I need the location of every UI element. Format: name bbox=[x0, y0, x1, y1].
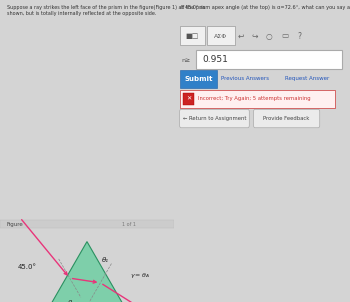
Text: ↪: ↪ bbox=[252, 32, 258, 41]
Text: Figure: Figure bbox=[7, 222, 24, 227]
Text: Suppose a ray strikes the left face of the prism in the figure(Figure 1) at 45.0: Suppose a ray strikes the left face of t… bbox=[7, 5, 205, 10]
Text: Incorrect; Try Again; 5 attempts remaining: Incorrect; Try Again; 5 attempts remaini… bbox=[198, 96, 310, 101]
FancyBboxPatch shape bbox=[196, 50, 342, 69]
FancyBboxPatch shape bbox=[180, 109, 249, 128]
Text: Submit: Submit bbox=[184, 76, 213, 82]
Text: AΣΦ: AΣΦ bbox=[214, 34, 227, 39]
FancyBboxPatch shape bbox=[180, 26, 205, 45]
Text: θ₁: θ₁ bbox=[102, 257, 109, 263]
Text: θ₂: θ₂ bbox=[68, 300, 75, 302]
FancyBboxPatch shape bbox=[0, 220, 174, 228]
Polygon shape bbox=[49, 242, 125, 302]
Text: 0.951: 0.951 bbox=[202, 55, 228, 64]
FancyBboxPatch shape bbox=[253, 109, 320, 128]
Text: ✕: ✕ bbox=[186, 96, 191, 101]
Text: ?: ? bbox=[297, 32, 301, 41]
Text: $\gamma = \theta_A$: $\gamma = \theta_A$ bbox=[130, 271, 150, 280]
Text: Provide Feedback: Provide Feedback bbox=[264, 116, 310, 121]
Text: Request Answer: Request Answer bbox=[285, 76, 329, 81]
FancyBboxPatch shape bbox=[183, 93, 194, 105]
Text: If the prism apex angle (at the top) is α=72.6°, what can you say about the inde: If the prism apex angle (at the top) is … bbox=[181, 5, 350, 10]
Text: 45.0°: 45.0° bbox=[18, 264, 36, 270]
FancyBboxPatch shape bbox=[206, 26, 235, 45]
Text: 1 of 1: 1 of 1 bbox=[122, 222, 136, 227]
Text: ← Return to Assignment: ← Return to Assignment bbox=[183, 116, 246, 121]
Text: shown, but is totally internally reflected at the opposite side.: shown, but is totally internally reflect… bbox=[7, 11, 156, 16]
FancyBboxPatch shape bbox=[180, 70, 217, 88]
Text: ↩: ↩ bbox=[238, 32, 244, 41]
Text: Previous Answers: Previous Answers bbox=[222, 76, 270, 81]
FancyBboxPatch shape bbox=[180, 90, 335, 108]
Text: ○: ○ bbox=[266, 32, 272, 41]
Text: ■□: ■□ bbox=[186, 33, 199, 39]
Text: ▭: ▭ bbox=[281, 32, 288, 41]
Text: n≥: n≥ bbox=[181, 58, 190, 63]
